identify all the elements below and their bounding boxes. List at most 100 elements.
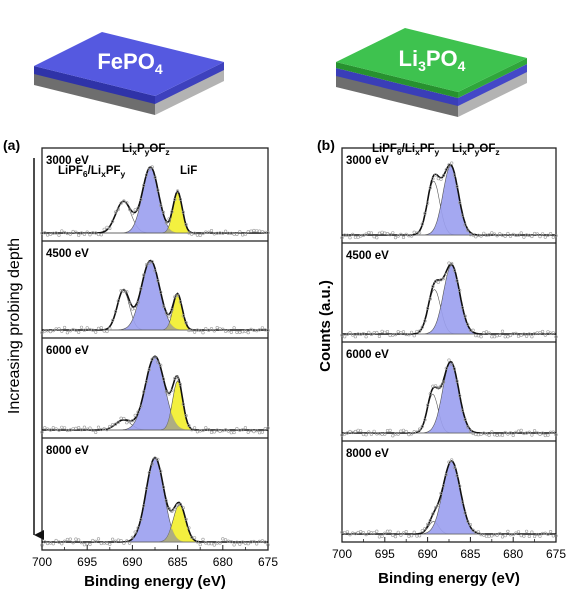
- data-point: [167, 392, 171, 396]
- data-point: [380, 329, 384, 334]
- data-point: [232, 430, 236, 435]
- data-point: [108, 326, 112, 331]
- data-point: [474, 235, 478, 239]
- data-point: [128, 301, 132, 305]
- data-point: [506, 231, 510, 236]
- peak-label: LiF: [180, 165, 197, 177]
- data-point: [246, 331, 250, 335]
- fit-envelope: [342, 163, 556, 236]
- data-point: [428, 392, 432, 396]
- sample-stack-fepo4: FePO4: [34, 32, 224, 115]
- data-point: [62, 325, 67, 330]
- data-point: [393, 236, 398, 240]
- data-point: [498, 531, 502, 536]
- data-point: [110, 537, 115, 541]
- data-point: [79, 428, 84, 432]
- data-point: [340, 333, 344, 337]
- data-point: [209, 327, 214, 331]
- data-point: [161, 304, 166, 309]
- fepo4-label: FePO4: [97, 49, 162, 77]
- x-tick-label: 695: [77, 555, 97, 569]
- data-point: [79, 540, 84, 545]
- data-point: [207, 428, 211, 432]
- data-point: [447, 163, 451, 167]
- li3po4-label-sub2: 4: [458, 58, 466, 74]
- data-point: [388, 428, 392, 433]
- data-point: [372, 235, 376, 239]
- data-point: [181, 402, 185, 406]
- data-point: [434, 384, 438, 388]
- data-point: [249, 229, 253, 233]
- data-point: [266, 426, 270, 430]
- data-point: [181, 314, 185, 318]
- data-point: [546, 532, 550, 537]
- data-point: [82, 232, 86, 236]
- data-point: [150, 165, 154, 169]
- panel-b-xlabel: Binding energy (eV): [378, 570, 520, 587]
- data-point: [487, 433, 491, 437]
- data-point: [516, 233, 521, 237]
- data-point: [484, 534, 489, 538]
- data-point: [125, 539, 129, 543]
- x-tick-label: 685: [168, 555, 188, 569]
- data-point: [412, 230, 416, 234]
- data-point: [407, 534, 411, 538]
- data-point: [377, 535, 382, 539]
- data-point: [91, 428, 95, 432]
- data-point: [399, 533, 403, 537]
- data-point: [343, 432, 347, 436]
- data-point: [43, 426, 47, 430]
- data-point: [415, 534, 419, 538]
- data-point: [495, 433, 499, 438]
- data-point: [399, 232, 403, 236]
- data-point: [252, 539, 256, 544]
- data-point: [460, 213, 465, 217]
- data-point: [243, 232, 247, 236]
- panel-a-plot: 3000 eV 4500 eV 6000 eV 8000 eV LiPF6/LixPFy…: [40, 143, 270, 547]
- data-point: [113, 422, 118, 426]
- data-point: [110, 219, 115, 223]
- data-point: [88, 426, 92, 430]
- data-point: [181, 506, 185, 510]
- data-point: [260, 326, 265, 330]
- data-point: [361, 233, 366, 237]
- data-point: [444, 168, 448, 172]
- data-point: [431, 177, 435, 181]
- data-point: [99, 427, 103, 432]
- data-point: [351, 232, 355, 236]
- data-point: [426, 522, 430, 526]
- data-point: [519, 428, 523, 433]
- data-point: [229, 431, 233, 435]
- data-point: [204, 327, 208, 331]
- data-point: [367, 230, 371, 235]
- data-point: [530, 433, 534, 437]
- li3po4-label: Li3PO4: [399, 46, 466, 74]
- data-point: [404, 232, 408, 236]
- data-point: [232, 326, 236, 330]
- data-point: [372, 429, 376, 433]
- data-point: [255, 429, 259, 433]
- data-point: [88, 542, 92, 547]
- data-point: [255, 229, 259, 233]
- data-point: [108, 226, 112, 230]
- data-point: [546, 233, 550, 237]
- data-point: [543, 531, 547, 535]
- data-point: [385, 529, 390, 533]
- data-point: [54, 327, 58, 331]
- data-point: [167, 314, 171, 318]
- data-point: [136, 526, 140, 530]
- data-point: [511, 433, 515, 438]
- data-point: [474, 334, 478, 338]
- data-points: [340, 261, 558, 339]
- data-point: [401, 235, 406, 239]
- data-point: [74, 230, 78, 234]
- data-point: [133, 208, 137, 212]
- data-point: [207, 328, 211, 332]
- data-point: [439, 384, 443, 388]
- data-point: [364, 232, 368, 236]
- data-point: [404, 429, 408, 434]
- data-point: [57, 428, 61, 432]
- energy-label: 3000 eV: [46, 155, 89, 167]
- data-point: [125, 290, 129, 294]
- data-point: [444, 272, 448, 276]
